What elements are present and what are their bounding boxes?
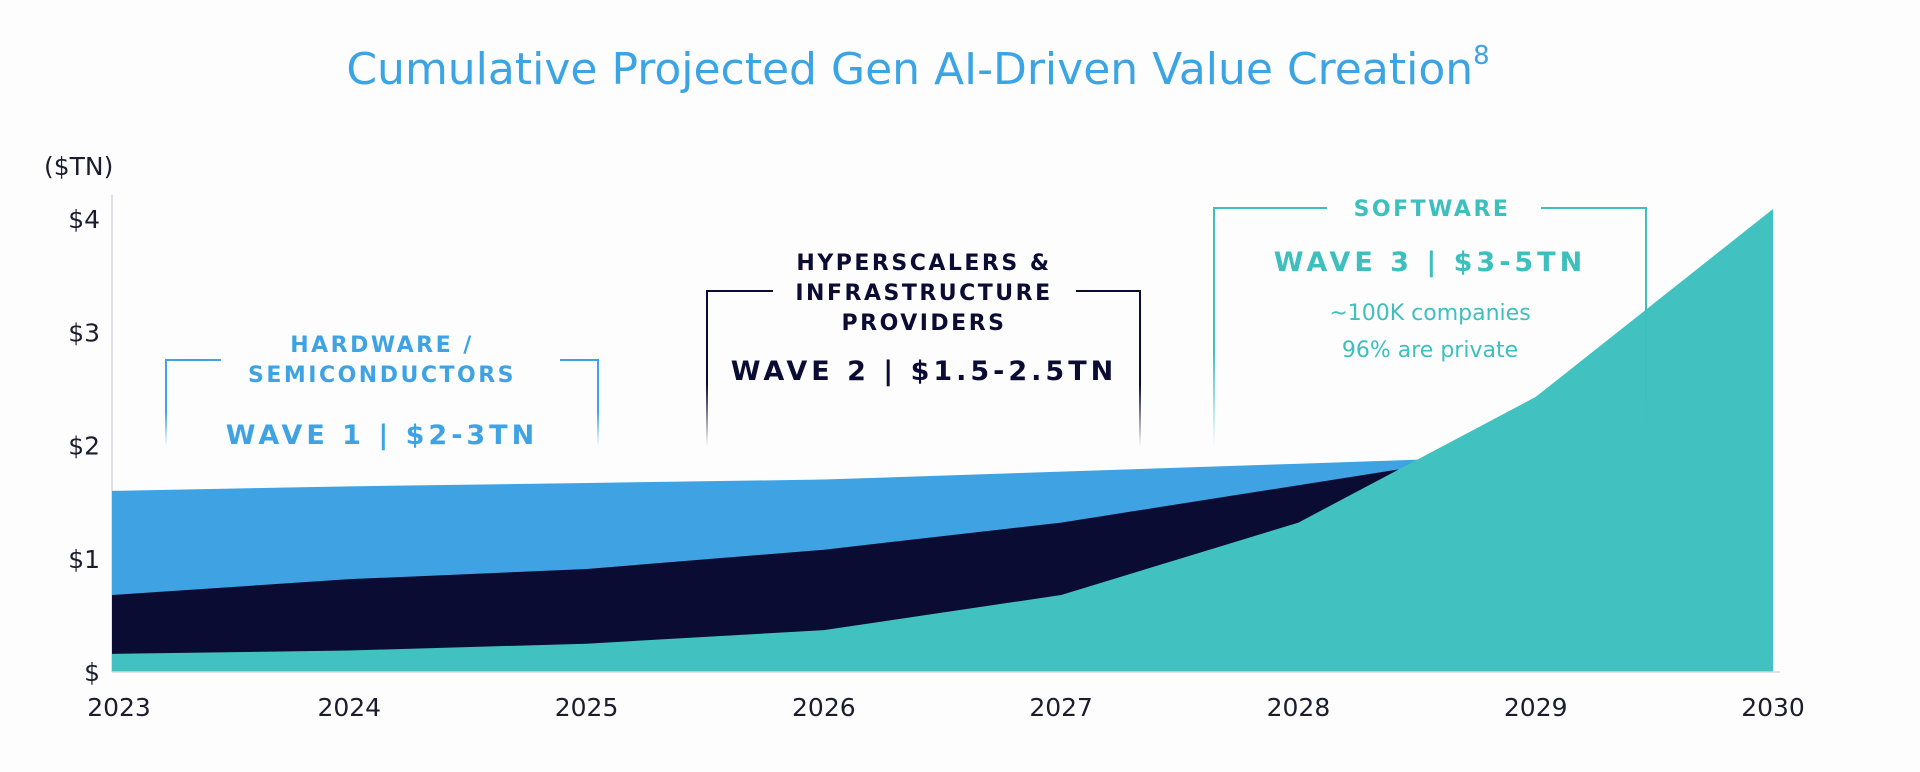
- chart-title: Cumulative Projected Gen AI-Driven Value…: [346, 41, 1489, 95]
- wave2-value: WAVE 2 | $1.5-2.5TN: [731, 356, 1118, 387]
- wave3-note: 96% are private: [1342, 338, 1518, 363]
- x-tick-label: 2030: [1741, 693, 1805, 722]
- wave2-bracket-right: [1076, 290, 1141, 446]
- y-tick-label: $1: [68, 545, 100, 574]
- wave1-value: WAVE 1 | $2-3TN: [226, 420, 538, 451]
- x-tick-label: 2029: [1504, 693, 1568, 722]
- x-tick-label: 2026: [792, 693, 856, 722]
- wave1-label-line: SEMICONDUCTORS: [248, 363, 516, 388]
- y-axis-label: ($TN): [44, 152, 113, 181]
- x-tick-label: 2024: [317, 693, 381, 722]
- y-tick-label: $: [84, 658, 100, 687]
- x-tick-label: 2028: [1267, 693, 1331, 722]
- wave2-label-line: HYPERSCALERS &: [796, 251, 1051, 276]
- wave2-label-line: INFRASTRUCTURE: [795, 281, 1052, 306]
- y-tick-label: $2: [68, 432, 100, 461]
- wave3-note: ~100K companies: [1329, 301, 1530, 326]
- wave3-value: WAVE 3 | $3-5TN: [1274, 247, 1586, 278]
- y-tick-label: $3: [68, 318, 100, 347]
- wave2-bracket-left: [706, 290, 773, 446]
- wave2-annotation: HYPERSCALERS & INFRASTRUCTURE PROVIDERS …: [706, 251, 1141, 446]
- x-tick-label: 2025: [555, 693, 619, 722]
- y-tick-label: $4: [68, 205, 100, 234]
- wave2-label-line: PROVIDERS: [842, 311, 1007, 336]
- x-tick-label: 2027: [1029, 693, 1093, 722]
- wave3-bracket-left: [1213, 207, 1327, 446]
- wave3-annotation: SOFTWARE WAVE 3 | $3-5TN ~100K companies…: [1213, 197, 1647, 446]
- wave1-annotation: HARDWARE / SEMICONDUCTORS WAVE 1 | $2-3T…: [165, 333, 599, 451]
- wave3-bracket-right: [1541, 207, 1647, 446]
- wave1-label-line: HARDWARE /: [290, 333, 474, 358]
- area-software: [112, 209, 1773, 672]
- wave3-label-line: SOFTWARE: [1354, 197, 1511, 222]
- x-tick-label: 2023: [87, 693, 151, 722]
- wave1-bracket-right: [560, 359, 599, 446]
- wave1-bracket-left: [165, 359, 221, 446]
